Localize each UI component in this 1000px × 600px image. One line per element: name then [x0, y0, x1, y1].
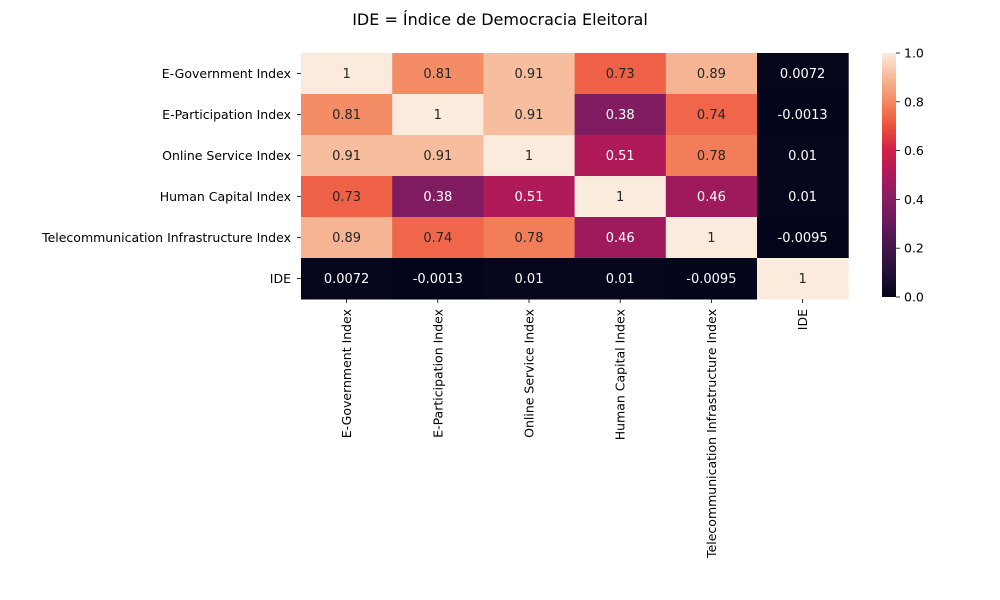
cell-annotation-0-2: 0.91: [515, 67, 544, 82]
cell-annotation-3-2: 0.51: [515, 190, 544, 205]
colorbar-tick-label-3: 0.6: [904, 143, 924, 158]
heatmap-cell-5-0: [301, 258, 393, 300]
heatmap-cell-5-1: [392, 258, 484, 300]
colorbar: 0.0 0.2 0.4 0.6 0.8 1.0: [882, 46, 924, 305]
heatmap-cell-0-0: [301, 53, 393, 95]
heatmap-cell-5-5: [757, 258, 849, 300]
cell-annotation-3-3: 1: [616, 190, 624, 205]
colorbar-tick-label-2: 0.4: [904, 192, 924, 207]
heatmap-cell-1-2: [483, 94, 576, 136]
cell-annotation-5-4: -0.0095: [686, 272, 736, 287]
cell-annotation-2-5: 0.01: [788, 149, 817, 164]
heatmap-cell-1-3: [574, 94, 667, 136]
x-tick-label-0: E-Government Index: [339, 309, 354, 438]
heatmap-cell-5-3: [574, 258, 667, 300]
heatmap-cell-3-1: [392, 176, 484, 218]
heatmap-cell-1-0: [301, 94, 393, 136]
heatmap-cell-4-4: [665, 217, 758, 259]
heatmap-cell-1-1: [392, 94, 484, 136]
chart-title: IDE = Índice de Democracia Eleitoral: [352, 10, 648, 29]
heatmap-cells: 1 0.81 0.91 0.73 0.89 0.0072 0.81 1 0.91 0.38 0.74…: [301, 53, 849, 300]
cell-annotation-2-1: 0.91: [423, 149, 452, 164]
cell-annotation-1-3: 0.38: [606, 108, 635, 123]
x-tick-label-3: Human Capital Index: [613, 309, 628, 440]
cell-annotation-2-2: 1: [525, 149, 533, 164]
heatmap-cell-3-2: [483, 176, 576, 218]
colorbar-tick-label-5: 1.0: [904, 46, 924, 61]
cell-annotation-0-3: 0.73: [606, 67, 635, 82]
x-tick-label-1: E-Participation Index: [430, 309, 445, 438]
heatmap-cell-2-5: [757, 135, 849, 177]
cell-annotation-4-3: 0.46: [606, 231, 635, 246]
x-tick-label-5: IDE: [795, 309, 810, 330]
cell-annotation-5-5: 1: [798, 272, 806, 287]
y-tick-label-3: Human Capital Index: [160, 189, 291, 204]
cell-annotation-0-1: 0.81: [423, 67, 452, 82]
heatmap-cell-5-2: [483, 258, 576, 300]
cell-annotation-1-1: 1: [434, 108, 442, 123]
y-tick-label-4: Telecommunication Infrastructure Index: [41, 230, 291, 245]
heatmap-cell-0-5: [757, 53, 849, 95]
x-axis-ticks: E-Government Index E-Participation Index O…: [339, 299, 810, 559]
y-tick-label-5: IDE: [270, 271, 291, 286]
heatmap-cell-2-2: [483, 135, 576, 177]
heatmap-cell-4-0: [301, 217, 393, 259]
cell-annotation-4-1: 0.74: [423, 231, 452, 246]
cell-annotation-3-0: 0.73: [332, 190, 361, 205]
colorbar-tick-label-4: 0.8: [904, 94, 924, 109]
heatmap-cell-2-3: [574, 135, 667, 177]
cell-annotation-5-3: 0.01: [606, 272, 635, 287]
colorbar-tick-label-1: 0.2: [904, 241, 924, 256]
cell-annotation-5-0: 0.0072: [324, 272, 370, 287]
cell-annotation-0-5: 0.0072: [780, 67, 826, 82]
cell-annotation-1-4: 0.74: [697, 108, 726, 123]
x-tick-label-2: Online Service Index: [522, 309, 537, 438]
heatmap-cell-3-5: [757, 176, 849, 218]
cell-annotation-4-4: 1: [707, 231, 715, 246]
heatmap-cell-0-4: [665, 53, 758, 95]
cell-annotation-0-0: 1: [342, 67, 350, 82]
heatmap-cell-4-5: [757, 217, 849, 259]
heatmap-cell-3-3: [574, 176, 667, 218]
heatmap-cell-4-2: [483, 217, 576, 259]
x-tick-label-4: Telecommunication Infrastructure Index: [704, 309, 719, 559]
heatmap-cell-5-4: [665, 258, 758, 300]
cell-annotation-3-5: 0.01: [788, 190, 817, 205]
colorbar-gradient: [882, 53, 896, 297]
cell-annotation-4-0: 0.89: [332, 231, 361, 246]
heatmap-cell-4-1: [392, 217, 484, 259]
heatmap-cell-3-4: [665, 176, 758, 218]
cell-annotation-3-1: 0.38: [423, 190, 452, 205]
cell-annotation-5-1: -0.0013: [413, 272, 463, 287]
y-tick-label-1: E-Participation Index: [162, 107, 291, 122]
cell-annotation-0-4: 0.89: [697, 67, 726, 82]
heatmap-cell-2-4: [665, 135, 758, 177]
heatmap-cell-2-0: [301, 135, 393, 177]
cell-annotation-2-0: 0.91: [332, 149, 361, 164]
heatmap-cell-0-1: [392, 53, 484, 95]
y-axis-ticks: E-Government Index E-Participation Index O…: [41, 66, 301, 286]
heatmap-cell-0-3: [574, 53, 667, 95]
cell-annotation-1-5: -0.0013: [778, 108, 828, 123]
colorbar-tick-label-0: 0.0: [904, 290, 924, 305]
heatmap-cell-3-0: [301, 176, 393, 218]
cell-annotation-5-2: 0.01: [515, 272, 544, 287]
cell-annotation-1-2: 0.91: [515, 108, 544, 123]
cell-annotation-2-3: 0.51: [606, 149, 635, 164]
y-tick-label-0: E-Government Index: [162, 66, 291, 81]
cell-annotation-4-5: -0.0095: [778, 231, 828, 246]
cell-annotation-4-2: 0.78: [515, 231, 544, 246]
heatmap-cell-2-1: [392, 135, 484, 177]
heatmap-cell-0-2: [483, 53, 576, 95]
cell-annotation-2-4: 0.78: [697, 149, 726, 164]
y-tick-label-2: Online Service Index: [162, 148, 291, 163]
heatmap-cell-1-4: [665, 94, 758, 136]
cell-annotation-3-4: 0.46: [697, 190, 726, 205]
heatmap-cell-1-5: [757, 94, 849, 136]
heatmap-cell-4-3: [574, 217, 667, 259]
cell-annotation-1-0: 0.81: [332, 108, 361, 123]
